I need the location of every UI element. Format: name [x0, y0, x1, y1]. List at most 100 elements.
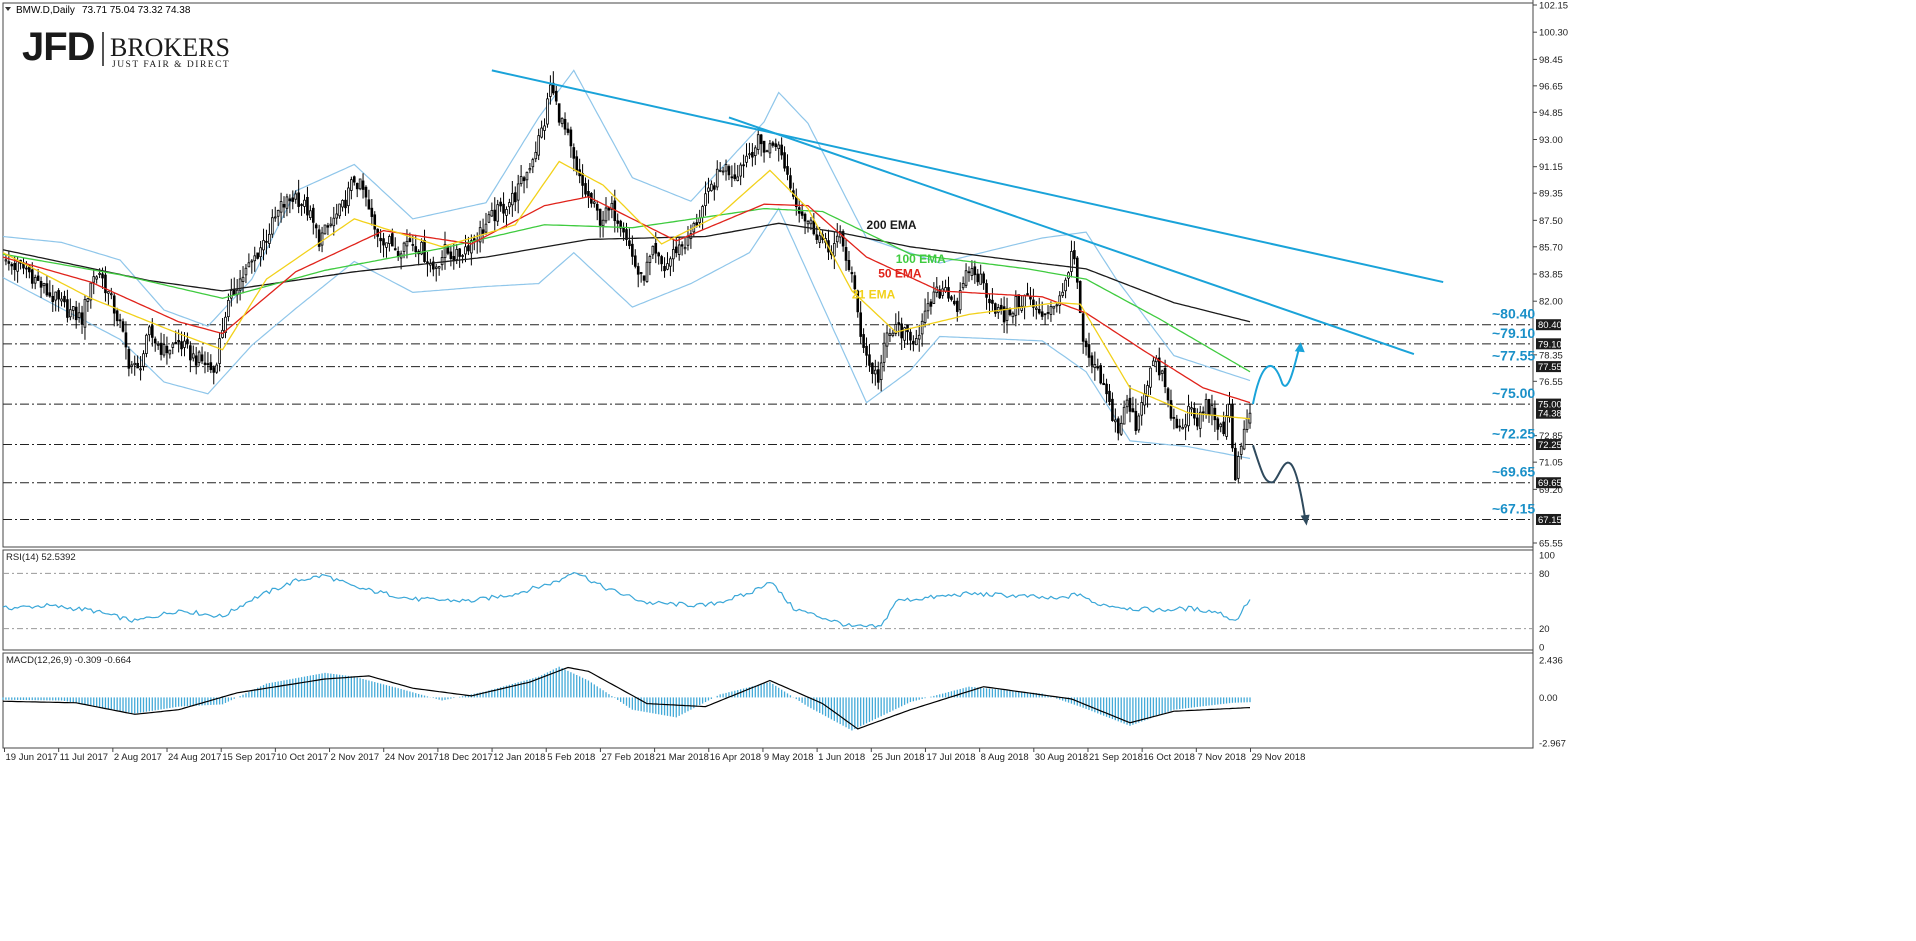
candle-body[interactable] — [604, 207, 608, 222]
candle-body[interactable] — [1236, 456, 1240, 479]
candle-body[interactable] — [1190, 407, 1193, 410]
candle-body[interactable] — [844, 247, 848, 261]
candle-body[interactable] — [748, 153, 751, 156]
candle-body[interactable] — [554, 90, 558, 102]
candle-body[interactable] — [77, 312, 81, 318]
candle-body[interactable] — [1225, 415, 1228, 437]
candle-body[interactable] — [961, 283, 965, 289]
candle-body[interactable] — [227, 300, 230, 318]
candle-body[interactable] — [1064, 279, 1067, 292]
candle-body[interactable] — [818, 235, 822, 243]
candle-body[interactable] — [1014, 296, 1018, 316]
candle-body[interactable] — [341, 200, 344, 208]
candle-body[interactable] — [713, 185, 716, 190]
candle-body[interactable] — [355, 182, 359, 190]
candle-body[interactable] — [888, 333, 892, 337]
candle-body[interactable] — [841, 231, 845, 247]
candle-body[interactable] — [288, 198, 292, 202]
candle-body[interactable] — [856, 290, 860, 313]
candle-body[interactable] — [396, 251, 400, 257]
candle-body[interactable] — [751, 152, 754, 158]
candle-body[interactable] — [42, 282, 46, 287]
candle-body[interactable] — [206, 363, 210, 365]
candle-body[interactable] — [183, 340, 186, 348]
candle-body[interactable] — [276, 209, 280, 217]
candle-body[interactable] — [730, 176, 734, 179]
candle-body[interactable] — [955, 300, 959, 312]
candle-body[interactable] — [1234, 447, 1237, 481]
candle-body[interactable] — [98, 272, 101, 275]
candle-body[interactable] — [563, 118, 567, 130]
candle-body[interactable] — [1052, 305, 1056, 309]
candle-body[interactable] — [1002, 306, 1006, 323]
candle-body[interactable] — [388, 236, 391, 245]
candle-body[interactable] — [393, 248, 397, 251]
candle-body[interactable] — [1119, 422, 1123, 435]
candle-body[interactable] — [291, 197, 295, 202]
candle-body[interactable] — [405, 240, 409, 247]
candle-body[interactable] — [549, 84, 552, 97]
candle-body[interactable] — [332, 217, 336, 227]
candle-body[interactable] — [853, 275, 857, 290]
candle-body[interactable] — [1023, 294, 1026, 308]
candle-body[interactable] — [982, 273, 985, 284]
candle-body[interactable] — [244, 267, 248, 276]
candle-body[interactable] — [391, 233, 394, 247]
candle-body[interactable] — [862, 334, 865, 348]
candle-body[interactable] — [60, 298, 63, 302]
candle-body[interactable] — [958, 290, 962, 311]
candle-body[interactable] — [1196, 417, 1199, 427]
candle-body[interactable] — [338, 203, 341, 217]
candle-body[interactable] — [560, 117, 564, 125]
candle-body[interactable] — [610, 202, 614, 210]
candle-body[interactable] — [1087, 344, 1091, 358]
candle-body[interactable] — [80, 312, 84, 325]
candle-body[interactable] — [1125, 399, 1129, 408]
candle-body[interactable] — [727, 166, 731, 176]
candle-body[interactable] — [54, 291, 57, 301]
candle-body[interactable] — [499, 201, 502, 207]
candle-body[interactable] — [1178, 425, 1182, 428]
candle-body[interactable] — [385, 242, 388, 248]
candle-body[interactable] — [710, 183, 713, 192]
candle-body[interactable] — [835, 235, 839, 243]
candle-body[interactable] — [95, 276, 98, 280]
candle-body[interactable] — [528, 168, 532, 171]
candle-body[interactable] — [543, 125, 546, 131]
candle-body[interactable] — [882, 342, 886, 363]
candle-body[interactable] — [373, 214, 377, 230]
candle-body[interactable] — [912, 340, 915, 345]
candle-body[interactable] — [847, 260, 851, 270]
candle-body[interactable] — [189, 345, 192, 361]
candle-body[interactable] — [461, 255, 464, 257]
candle-body[interactable] — [953, 300, 956, 305]
candle-body[interactable] — [774, 143, 778, 148]
candle-body[interactable] — [753, 147, 757, 157]
candle-body[interactable] — [1228, 404, 1231, 418]
candle-body[interactable] — [177, 340, 180, 343]
candle-body[interactable] — [871, 362, 874, 375]
candle-body[interactable] — [493, 209, 497, 222]
candle-body[interactable] — [973, 266, 977, 276]
candle-body[interactable] — [540, 127, 543, 138]
candle-body[interactable] — [765, 150, 769, 153]
candle-body[interactable] — [525, 171, 529, 181]
candle-body[interactable] — [36, 275, 40, 281]
candle-body[interactable] — [999, 304, 1003, 310]
candle-body[interactable] — [833, 243, 836, 257]
candle-body[interactable] — [104, 274, 107, 294]
candle-body[interactable] — [929, 301, 933, 307]
candle-body[interactable] — [51, 295, 55, 303]
candle-body[interactable] — [92, 276, 96, 283]
candle-body[interactable] — [224, 316, 227, 334]
candle-body[interactable] — [739, 164, 742, 177]
candle-body[interactable] — [941, 288, 944, 296]
candle-body[interactable] — [874, 369, 877, 375]
candle-body[interactable] — [651, 245, 655, 256]
candle-body[interactable] — [218, 338, 221, 364]
candle-body[interactable] — [1231, 403, 1234, 449]
candle-body[interactable] — [115, 310, 119, 322]
candle-body[interactable] — [344, 199, 347, 209]
candle-body[interactable] — [1134, 410, 1138, 431]
candle-body[interactable] — [317, 229, 321, 247]
